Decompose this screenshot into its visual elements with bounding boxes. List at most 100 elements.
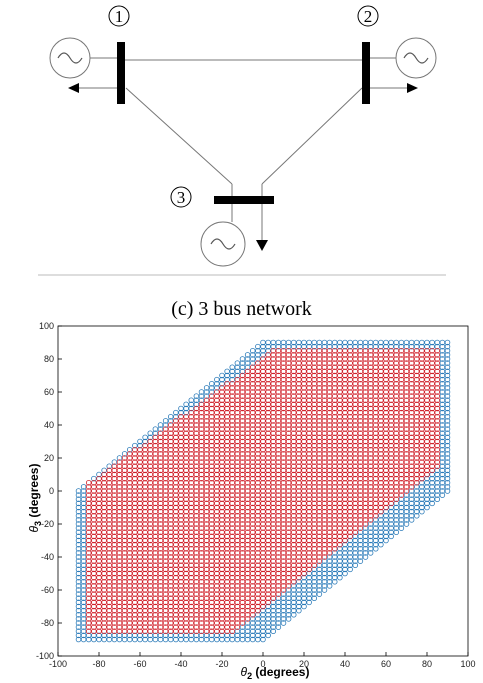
series-2-point <box>244 434 251 441</box>
series-2-point <box>208 479 215 486</box>
series-2-point <box>388 492 394 498</box>
series-1-point <box>234 368 241 375</box>
series-2-point <box>372 360 379 366</box>
series-2-point <box>270 479 277 486</box>
series-2-point <box>178 500 184 507</box>
series-2-point <box>142 455 148 461</box>
series-2-point <box>434 356 441 362</box>
series-2-point <box>367 372 374 379</box>
series-2-point <box>270 488 277 494</box>
series-2-point <box>260 595 266 602</box>
series-2-point <box>198 591 205 597</box>
series-2-point <box>434 347 441 354</box>
series-2-point <box>383 500 389 507</box>
series-2-point <box>101 611 107 618</box>
series-2-point <box>347 389 353 395</box>
series-2-point <box>173 430 179 437</box>
bus-2-label-circle <box>357 5 379 27</box>
series-2-point <box>178 451 184 457</box>
series-2-point <box>393 430 400 437</box>
series-1-point <box>75 521 82 527</box>
series-2-point <box>126 570 133 577</box>
series-1-point <box>285 599 292 606</box>
series-2-point <box>326 517 333 523</box>
series-2-point <box>372 434 379 441</box>
series-2-point <box>326 496 333 503</box>
series-2-point <box>111 521 118 527</box>
series-2-point <box>152 533 159 540</box>
series-1-point <box>75 554 82 560</box>
series-2-point <box>352 430 359 437</box>
series-1-point <box>80 599 87 606</box>
series-2-point <box>178 537 184 544</box>
series-2-point <box>203 426 210 432</box>
series-2-point <box>234 591 241 597</box>
series-2-point <box>167 595 174 602</box>
series-2-point <box>239 541 246 548</box>
series-2-point <box>214 512 220 519</box>
series-2-point <box>244 529 251 536</box>
series-1-point <box>383 517 389 523</box>
series-1-point <box>326 554 333 560</box>
series-2-point <box>162 430 169 437</box>
series-1-point <box>439 389 446 395</box>
series-2-point <box>260 492 266 498</box>
series-2-point <box>208 405 215 412</box>
series-2-point <box>214 467 220 474</box>
series-2-point <box>91 484 97 490</box>
series-2-point <box>357 409 364 416</box>
series-2-point <box>321 492 328 498</box>
series-2-point <box>126 496 133 503</box>
series-2-point <box>137 578 143 585</box>
series-2-point <box>280 438 287 445</box>
series-2-point <box>152 616 159 622</box>
series-2-point <box>208 418 215 424</box>
series-2-point <box>244 583 251 589</box>
series-2-point <box>244 380 251 387</box>
series-2-point <box>372 488 379 494</box>
series-2-point <box>224 620 230 626</box>
series-1-point <box>255 352 261 358</box>
series-2-point <box>203 397 210 404</box>
series-2-point <box>198 533 205 540</box>
series-2-point <box>203 467 210 474</box>
series-2-point <box>321 504 328 511</box>
series-2-point <box>249 463 256 470</box>
series-2-point <box>357 512 364 519</box>
series-1-point <box>270 599 277 606</box>
series-2-point <box>383 492 389 498</box>
series-2-point <box>372 347 379 354</box>
series-2-point <box>311 500 318 507</box>
series-2-point <box>239 570 246 577</box>
series-2-point <box>388 360 394 366</box>
series-2-point <box>388 418 394 424</box>
series-2-point <box>147 529 154 536</box>
y-tick-label: 80 <box>44 354 54 364</box>
series-1-point <box>321 587 328 593</box>
series-2-point <box>260 496 266 503</box>
series-2-point <box>188 475 195 482</box>
series-2-point <box>290 430 297 437</box>
series-2-point <box>203 517 210 523</box>
series-2-point <box>229 620 236 626</box>
series-2-point <box>183 463 189 470</box>
series-2-point <box>208 550 215 556</box>
series-2-point <box>306 537 312 544</box>
series-1-point <box>306 599 312 606</box>
series-2-point <box>393 459 400 465</box>
series-2-point <box>306 500 312 507</box>
series-2-point <box>270 401 277 408</box>
series-2-point <box>357 484 364 490</box>
series-2-point <box>111 616 118 622</box>
series-1-point <box>75 512 82 519</box>
series-1-point <box>203 389 210 395</box>
series-2-point <box>424 360 430 366</box>
series-2-point <box>434 434 441 441</box>
series-2-point <box>147 599 154 606</box>
series-2-point <box>234 393 241 399</box>
series-2-point <box>378 405 384 412</box>
series-2-point <box>244 368 251 375</box>
series-2-point <box>337 347 343 354</box>
series-2-point <box>188 426 195 432</box>
series-2-point <box>398 352 405 358</box>
